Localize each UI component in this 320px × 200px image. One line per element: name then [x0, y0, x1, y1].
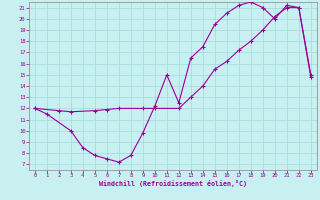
- X-axis label: Windchill (Refroidissement éolien,°C): Windchill (Refroidissement éolien,°C): [99, 180, 247, 187]
